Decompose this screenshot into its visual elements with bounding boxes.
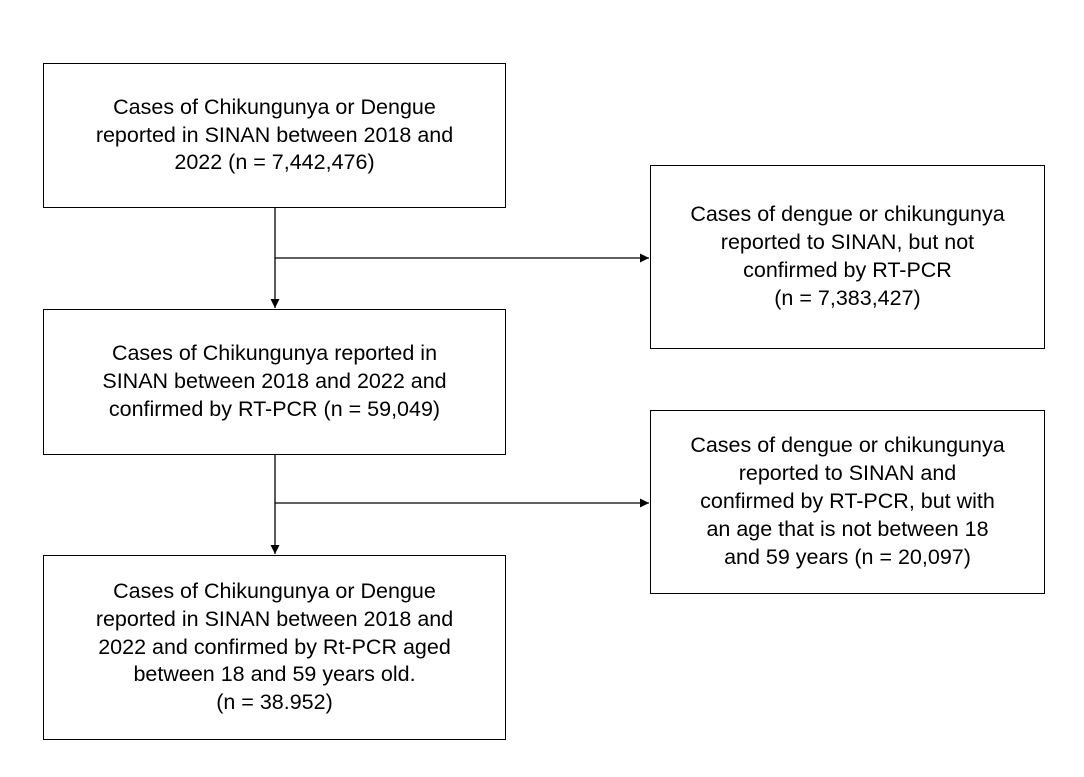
box-confirmed-line: Cases of Chikungunya reported in [111,341,438,366]
box-excluded-age-line: reported to SINAN and [738,461,957,486]
box-total-line: Cases of Chikungunya or Dengue [113,94,436,119]
box-excluded-not-confirmed-line: confirmed by RT-PCR [743,258,952,282]
box-excluded-age-line: confirmed by RT-PCR, but with [700,489,995,514]
box-final-line: (n = 38.952) [216,690,333,715]
box-excluded-not-confirmed-line: Cases of dengue or chikungunya [690,202,1005,227]
box-excluded-age-line: an age that is not between 18 [706,516,989,541]
box-total-reported-cases: Cases of Chikungunya or Dengue reported … [43,63,506,208]
box-excluded-age-line: and 59 years (n = 20,097) [724,544,971,569]
box-confirmed-text: Cases of Chikungunya reported in SINAN b… [102,340,446,424]
box-total-line: 2022 (n = 7,442,476) [174,150,375,175]
box-confirmed-line: SINAN between 2018 and 2022 and [102,369,447,394]
box-excluded-age-text: Cases of dengue or chikungunya reported … [690,432,1004,572]
box-final-text: Cases of Chikungunya or Dengue reported … [96,578,453,718]
box-final-sample: Cases of Chikungunya or Dengue reported … [43,555,506,740]
box-excluded-not-confirmed: Cases of dengue or chikungunya reported … [650,165,1045,349]
box-confirmed-line: confirmed by RT-PCR (n = 59,049) [108,396,441,421]
box-excluded-not-confirmed-line: reported to SINAN, but not [720,230,975,255]
box-total-line: reported in SINAN between 2018 and [95,122,454,147]
box-excluded-age: Cases of dengue or chikungunya reported … [650,410,1045,594]
box-total-text: Cases of Chikungunya or Dengue reported … [96,94,453,178]
box-final-line: 2022 and confirmed by Rt-PCR aged [98,634,451,659]
box-final-line: between 18 and 59 years old. [133,662,416,687]
box-excluded-age-line: Cases of dengue or chikungunya [690,433,1005,458]
box-excluded-not-confirmed-text: Cases of dengue or chikungunya reported … [690,201,1004,313]
box-final-line: reported in SINAN between 2018 and [95,606,454,631]
box-confirmed-cases: Cases of Chikungunya reported in SINAN b… [43,309,506,455]
box-final-line: Cases of Chikungunya or Dengue [113,578,436,603]
box-excluded-not-confirmed-line: (n = 7,383,427) [774,285,921,310]
